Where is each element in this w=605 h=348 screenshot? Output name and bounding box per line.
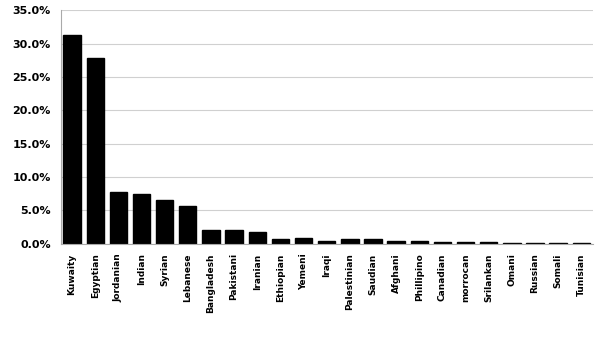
Bar [341,239,359,244]
Bar [411,241,428,244]
Bar [156,200,174,244]
Bar [457,242,474,244]
Bar [318,241,335,244]
Bar [573,243,590,244]
Bar [133,193,150,244]
Bar [387,241,405,244]
Bar [249,232,266,244]
Bar [434,242,451,244]
Bar [295,238,312,244]
Bar [110,192,127,244]
Bar [364,239,382,244]
Bar [549,243,567,244]
Bar [226,230,243,244]
Bar [480,242,497,244]
Bar [64,35,80,244]
Bar [202,230,220,244]
Bar [272,239,289,244]
Bar [87,58,104,244]
Bar [526,243,544,244]
Bar [179,206,197,244]
Bar [503,243,520,244]
